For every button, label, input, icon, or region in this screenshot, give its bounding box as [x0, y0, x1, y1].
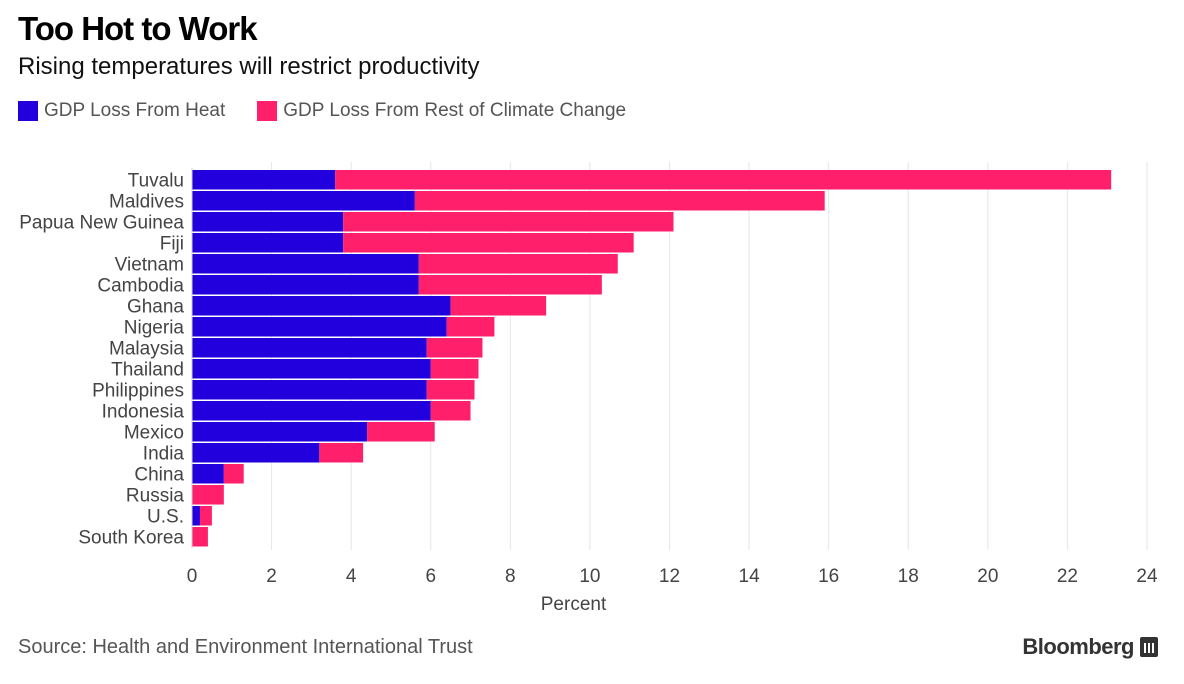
category-label: Philippines [92, 380, 184, 401]
bar-rest [430, 359, 479, 379]
x-tick-label: 22 [1057, 566, 1078, 587]
source-note: Source: Health and Environment Internati… [18, 636, 473, 658]
legend-item-rest: GDP Loss From Rest of Climate Change [257, 100, 626, 122]
bar-rest [223, 464, 244, 484]
x-tick-label: 16 [818, 566, 839, 587]
x-tick-label: 0 [187, 566, 198, 587]
category-label: Papua New Guinea [19, 212, 184, 233]
bar-rest [426, 380, 475, 400]
bar-rest [343, 212, 674, 232]
category-label: Indonesia [102, 401, 185, 422]
legend-item-heat: GDP Loss From Heat [18, 100, 225, 122]
x-tick-label: 2 [266, 566, 277, 587]
category-label: Maldives [109, 191, 184, 212]
brand-name: Bloomberg [1022, 634, 1134, 659]
x-tick-label: 8 [505, 566, 516, 587]
bar-rest [367, 422, 435, 442]
bar-heat [192, 380, 427, 400]
legend: GDP Loss From Heat GDP Loss From Rest of… [18, 100, 658, 122]
bar-rest [192, 485, 224, 505]
x-tick-label: 6 [425, 566, 436, 587]
legend-label-rest: GDP Loss From Rest of Climate Change [283, 100, 627, 121]
category-label: U.S. [147, 506, 184, 527]
bar-heat [192, 275, 419, 295]
bar-rest [418, 275, 602, 295]
bar-heat [192, 443, 320, 463]
x-tick-label: 24 [1136, 566, 1158, 587]
legend-label-heat: GDP Loss From Heat [44, 100, 226, 121]
category-label: Tuvalu [128, 170, 184, 191]
bar-rest [319, 443, 364, 463]
bloomberg-chart-icon [1140, 637, 1158, 657]
bar-rest [192, 527, 208, 547]
bar-rest [426, 338, 483, 358]
x-tick-label: 20 [977, 566, 998, 587]
category-label: Nigeria [124, 317, 185, 338]
bar-heat [192, 170, 336, 190]
x-tick-label: 12 [659, 566, 680, 587]
bar-rest [414, 191, 825, 211]
x-tick-label: 10 [579, 566, 600, 587]
x-tick-label: 14 [739, 566, 761, 587]
chart-subtitle: Rising temperatures will restrict produc… [18, 53, 480, 80]
bar-heat [192, 233, 344, 253]
bar-heat [192, 506, 200, 526]
bar-heat [192, 296, 451, 316]
category-label: South Korea [78, 527, 184, 548]
category-label: Russia [126, 485, 185, 506]
x-tick-label: 4 [346, 566, 357, 587]
bar-heat [192, 464, 224, 484]
bar-rest [446, 317, 495, 337]
bar-rest [199, 506, 212, 526]
bar-heat [192, 317, 447, 337]
category-label: India [143, 443, 185, 464]
category-label: Vietnam [115, 254, 184, 275]
x-tick-label: 18 [898, 566, 919, 587]
category-label: Ghana [127, 296, 184, 317]
category-label: China [134, 464, 184, 485]
category-label: Fiji [160, 233, 184, 254]
x-axis-title: Percent [541, 594, 607, 615]
chart-title: Too Hot to Work [18, 10, 258, 47]
category-label: Cambodia [97, 275, 184, 296]
bar-heat [192, 338, 427, 358]
bar-heat [192, 422, 368, 442]
bar-rest [343, 233, 634, 253]
bar-heat [192, 212, 344, 232]
brand-logo: Bloomberg [1022, 634, 1158, 660]
bar-rest [335, 170, 1112, 190]
bar-rest [430, 401, 471, 421]
bar-rest [418, 254, 618, 274]
bar-heat [192, 401, 431, 421]
bar-heat [192, 191, 415, 211]
bar-rest [450, 296, 547, 316]
category-label: Mexico [124, 422, 184, 443]
legend-swatch-heat [18, 101, 38, 121]
category-label: Malaysia [109, 338, 184, 359]
legend-swatch-rest [257, 101, 278, 121]
bar-heat [192, 254, 419, 274]
category-label: Thailand [111, 359, 184, 380]
bar-heat [192, 359, 431, 379]
